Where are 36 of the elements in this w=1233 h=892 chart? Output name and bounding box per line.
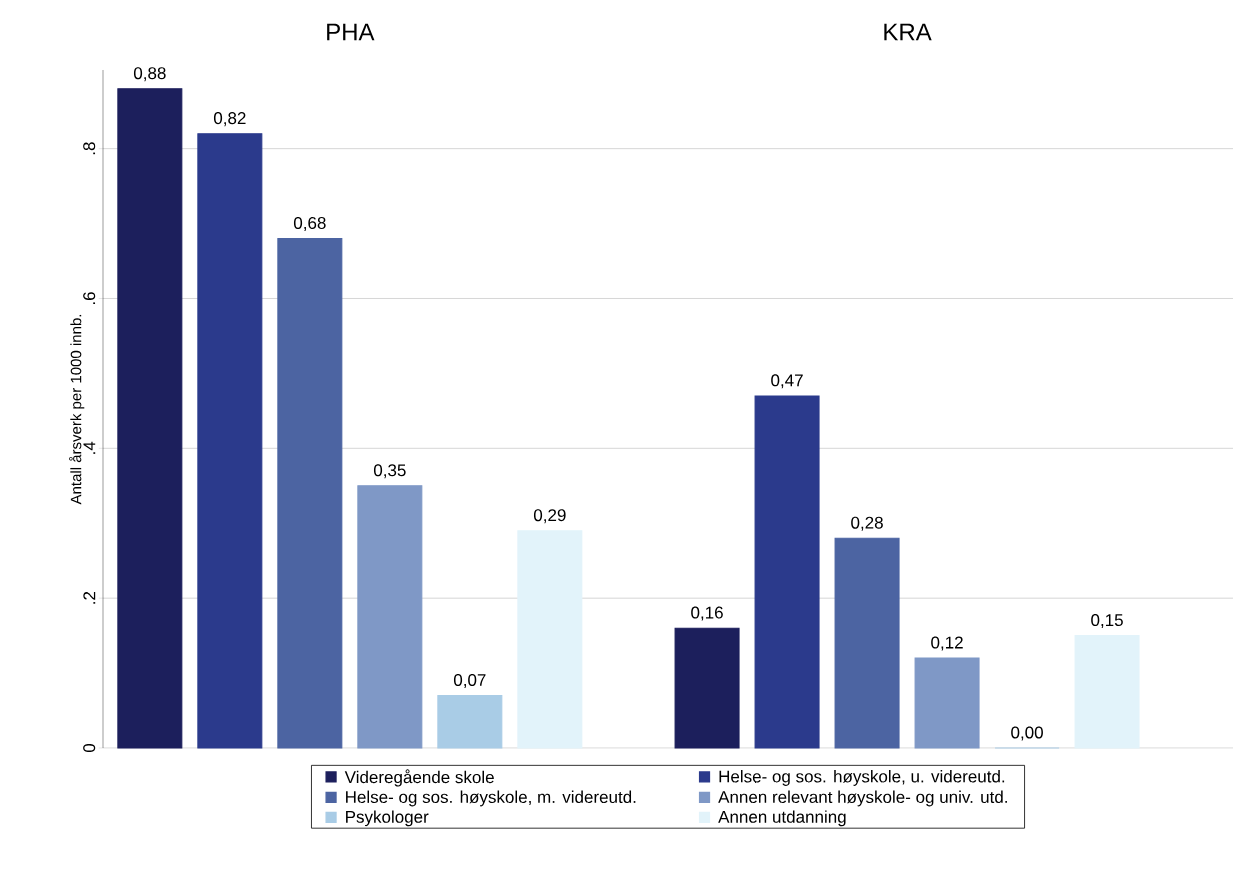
bar [437,695,503,749]
y-tick-label: .8 [83,142,96,155]
legend-label: Annen utdanning [718,810,846,827]
data-label: 0,16 [691,606,723,621]
bar [834,537,900,749]
data-label: 0,68 [293,216,326,232]
y-tick-label: .2 [83,591,96,604]
legend-label: Helse- og sos. høyskole, m. videreutd. [346,790,636,807]
x-tick-label: KRA [884,23,932,41]
data-label: 0,82 [213,112,246,127]
data-label: 0,00 [1011,726,1043,741]
data-label: 0,07 [453,673,486,689]
legend-label: Helse- og sos. høyskole, u. videreutd. [719,770,1005,786]
legend-label: Psykologer [346,810,429,827]
bar [117,88,183,749]
y-tick-label: 0 [83,743,96,753]
data-label: 0,15 [1091,614,1123,629]
data-label: 0,29 [533,509,566,524]
bar [517,530,583,749]
data-label: 0,47 [771,374,803,389]
legend-label: Annen relevant høyskole- og univ. utd. [718,790,1007,807]
bar [277,238,343,749]
data-label: 0,12 [931,636,963,651]
x-tick-label: PHA [327,23,375,41]
bar [914,657,980,749]
legend-label: Videregående skole [344,769,494,787]
bar [357,485,423,749]
data-label: 0,28 [851,516,883,531]
bar [754,395,820,749]
y-tick-label: .4 [83,441,96,454]
y-tick-label: .6 [83,292,96,305]
data-label: 0,35 [373,464,406,479]
bar [674,627,740,749]
bar [1074,635,1140,749]
bar [197,133,263,749]
data-label: 0,88 [133,67,166,82]
